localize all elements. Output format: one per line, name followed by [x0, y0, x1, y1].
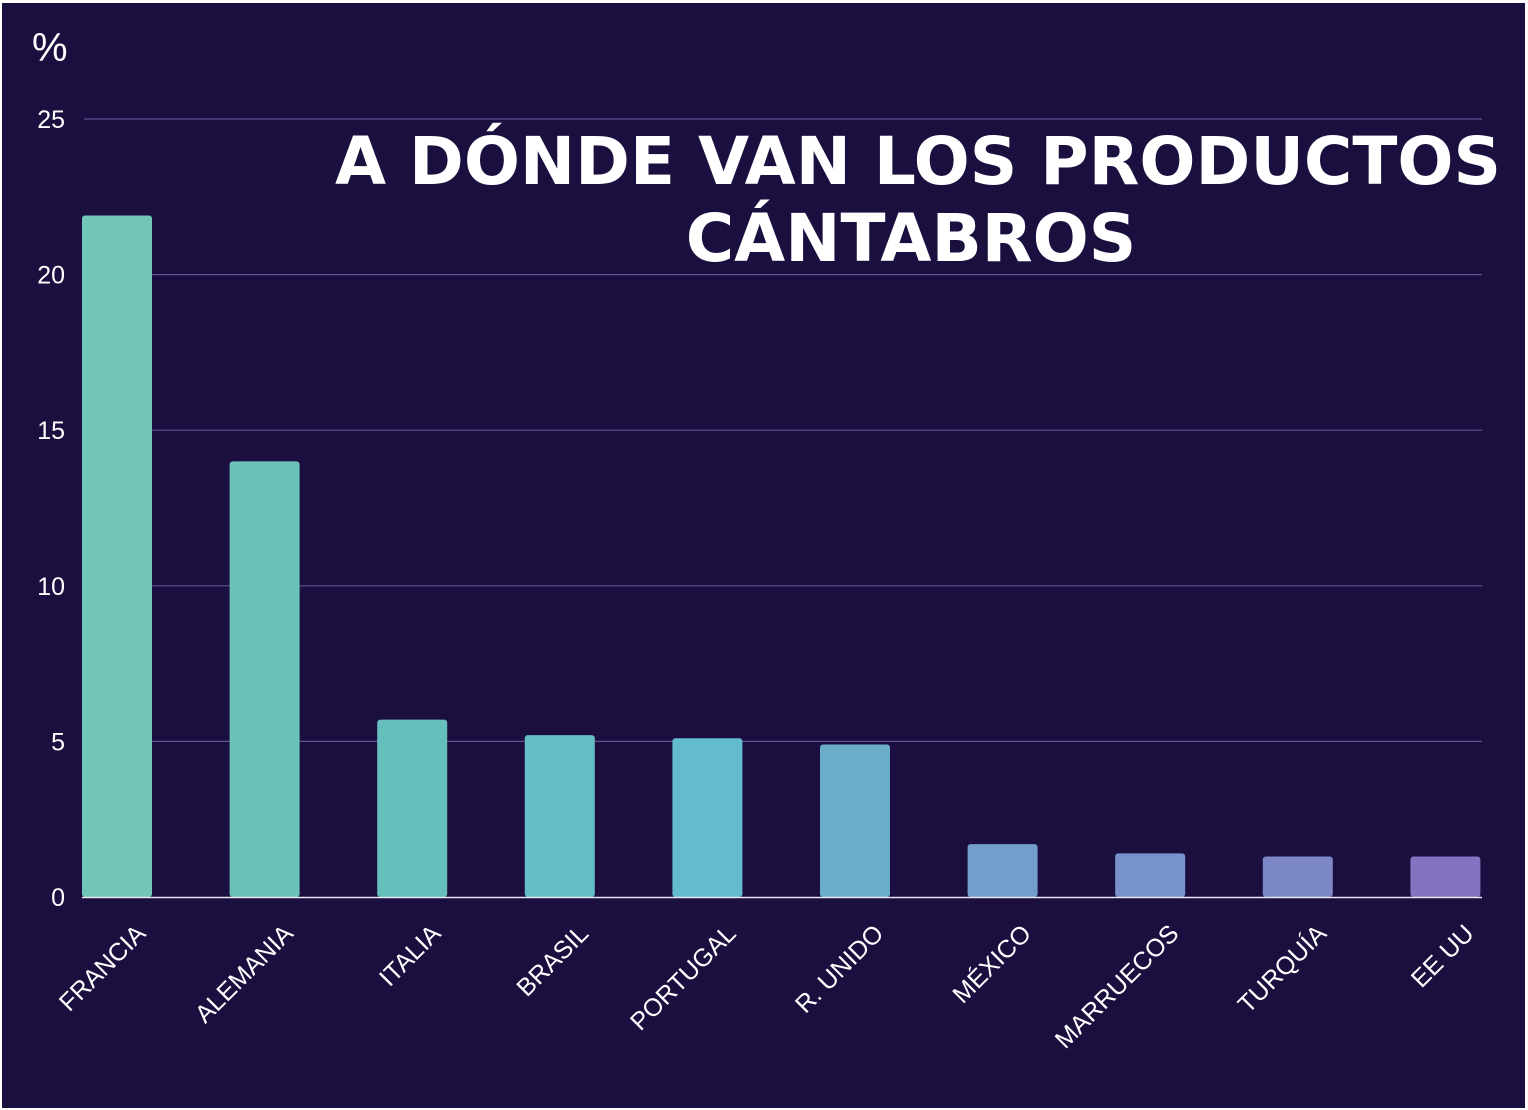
- y-tick-label: 10: [37, 573, 65, 601]
- x-tick-label: MÉXICO: [947, 919, 1037, 1009]
- y-axis-unit-label: %: [32, 26, 68, 70]
- y-tick-label: 0: [51, 884, 65, 912]
- x-tick-label: TURQUÍA: [1232, 919, 1332, 1019]
- bar-turqu-a: [1262, 856, 1333, 897]
- gridlines: [84, 118, 1482, 743]
- bar-italia: [377, 719, 448, 897]
- x-tick-label: BRASIL: [511, 919, 594, 1002]
- bars: [82, 215, 1481, 898]
- bar-m-xico: [967, 844, 1038, 897]
- chart-frame: 0 5 10 15 20 25 FRANCIA ALEMANIA ITALIA BRASIL PO…: [2, 3, 1525, 1108]
- chart-title-line-2: CÁNTABROS: [686, 199, 1137, 277]
- bar-portugal: [672, 738, 743, 897]
- y-tick-label: 20: [37, 262, 65, 290]
- x-tick-label: FRANCIA: [54, 919, 152, 1017]
- bar-chart: 0 5 10 15 20 25 FRANCIA ALEMANIA ITALIA BRASIL PO…: [32, 26, 1501, 1055]
- bar-ee-uu: [1410, 856, 1481, 897]
- y-tick-label: 15: [37, 417, 65, 445]
- axes: 0 5 10 15 20 25: [37, 106, 1482, 912]
- bar-francia: [82, 215, 152, 898]
- y-tick-label: 5: [51, 728, 65, 756]
- category-labels: FRANCIA ALEMANIA ITALIA BRASIL PORTUGAL R. UN…: [54, 919, 1480, 1055]
- y-tick-label: 25: [37, 106, 65, 134]
- x-tick-label: MARRUECOS: [1050, 919, 1185, 1054]
- x-tick-label: EE UU: [1406, 919, 1480, 993]
- x-tick-label: PORTUGAL: [625, 919, 742, 1036]
- bar-r-unido: [820, 744, 890, 897]
- x-tick-label: ALEMANIA: [190, 919, 299, 1028]
- bar-marruecos: [1115, 853, 1186, 897]
- bar-brasil: [524, 735, 595, 897]
- bar-alemania: [229, 461, 300, 897]
- chart-title-line-1: A DÓNDE VAN LOS PRODUCTOS: [335, 123, 1501, 200]
- x-tick-label: ITALIA: [374, 919, 447, 992]
- x-tick-label: R. UNIDO: [790, 919, 889, 1018]
